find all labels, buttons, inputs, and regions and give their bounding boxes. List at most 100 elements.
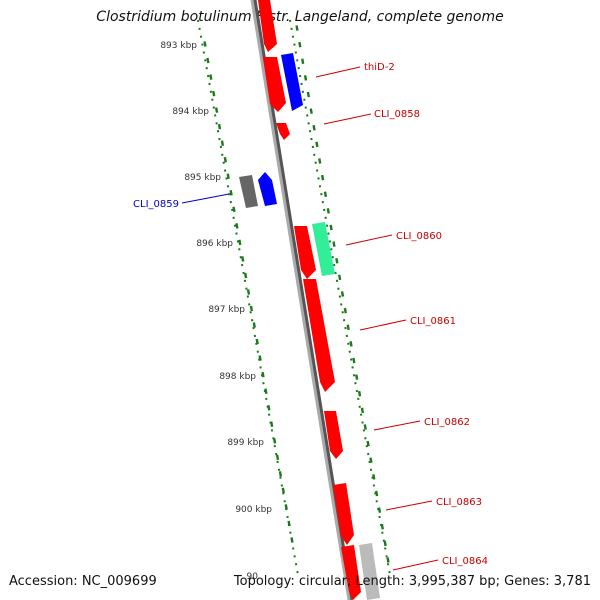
tick-mark — [203, 41, 207, 47]
gene-label-cli0864[interactable]: CLI_0864 — [442, 556, 488, 567]
gene-arrow-pseudo[interactable] — [239, 175, 258, 208]
tick-mark — [355, 374, 359, 380]
scale-track-right — [289, 19, 391, 576]
tick-mark — [226, 173, 230, 180]
tick-mark — [255, 338, 259, 345]
tick-mark — [338, 274, 342, 281]
tick-mark — [275, 454, 280, 461]
tick-mark — [343, 307, 347, 314]
tick-mark — [386, 557, 390, 563]
tick-mark — [377, 507, 382, 513]
gene-arrow-cli0862[interactable] — [324, 411, 343, 459]
tick-mark — [335, 257, 339, 264]
scale-label: 898 kbp — [219, 372, 256, 382]
tick-mark — [258, 355, 262, 361]
gene-arrow-cli0858[interactable] — [276, 123, 290, 140]
gene-label-thid2[interactable]: thiD-2 — [364, 62, 395, 73]
gene-label-cli0861[interactable]: CLI_0861 — [410, 316, 456, 327]
gene-arrow[interactable] — [258, 0, 277, 52]
gene-arrow-cli0864[interactable] — [341, 545, 361, 600]
scale-label: 893 kbp — [160, 41, 197, 51]
gene-arrow-cli0863[interactable] — [333, 483, 354, 545]
tick-mark — [366, 440, 370, 447]
tick-mark — [380, 523, 384, 530]
gene-arrow-rna[interactable] — [312, 222, 335, 276]
tick-mark — [309, 108, 313, 114]
tick-mark — [298, 41, 302, 48]
tick-mark — [315, 141, 319, 148]
genome-backbone — [250, 0, 351, 600]
tick-mark — [261, 371, 265, 378]
tick-mark — [372, 474, 376, 480]
gene-label-cli0859[interactable]: CLI_0859 — [133, 199, 179, 210]
tick-mark — [246, 289, 251, 295]
tick-mark — [326, 208, 330, 214]
gene-label-cli0862[interactable]: CLI_0862 — [424, 417, 470, 428]
tick-mark — [323, 191, 328, 198]
tick-mark — [214, 107, 219, 113]
tick-mark — [369, 457, 373, 464]
tick-mark — [232, 206, 236, 213]
scale-labels: 893 kbp 894 kbp 895 kbp 896 kbp 897 kbp … — [160, 41, 272, 582]
tick-mark — [243, 272, 248, 279]
tick-mark — [252, 322, 256, 328]
tick-mark — [340, 291, 345, 297]
tick-mark — [212, 90, 216, 97]
tick-mark — [357, 390, 362, 397]
scale-label: 895 kbp — [184, 173, 221, 183]
scale-track-left — [197, 19, 299, 576]
gene-arrow-cli0859[interactable] — [258, 172, 277, 206]
right-tick-marks — [295, 25, 390, 563]
tick-mark — [264, 388, 268, 394]
gene-arrow-other[interactable] — [359, 543, 380, 600]
tick-mark — [281, 487, 285, 494]
tick-mark — [352, 357, 356, 364]
gene-arrow-cli0860[interactable] — [294, 226, 316, 279]
tick-mark — [349, 341, 353, 347]
tick-mark — [220, 140, 225, 146]
tick-mark — [375, 490, 379, 497]
tick-mark — [223, 156, 227, 163]
tick-mark — [272, 438, 277, 444]
tick-mark — [363, 424, 367, 430]
tick-mark — [209, 74, 213, 80]
tick-mark — [301, 58, 305, 65]
left-tick-marks — [203, 41, 294, 543]
genome-summary: Topology: circular; Length: 3,995,387 bp… — [233, 574, 591, 589]
tick-mark — [278, 471, 283, 477]
scale-label: 896 kbp — [196, 239, 233, 249]
tick-mark — [320, 174, 325, 181]
gene-arrow-thid2[interactable] — [263, 57, 286, 112]
gene-arrow-blue[interactable] — [281, 53, 303, 111]
gene-arrow-cli0861[interactable] — [303, 279, 335, 392]
scale-label: 894 kbp — [172, 107, 209, 117]
tick-mark — [267, 404, 271, 411]
accession-label: Accession: NC_009699 — [9, 574, 157, 589]
gene-labels: thiD-2 CLI_0858 CLI_0859 CLI_0860 CLI_08… — [133, 62, 488, 567]
tick-mark — [318, 158, 322, 164]
tick-mark — [312, 124, 316, 131]
gene-label-cli0860[interactable]: CLI_0860 — [396, 231, 442, 242]
tick-mark — [249, 305, 254, 312]
tick-mark — [360, 407, 365, 414]
tick-mark — [206, 57, 210, 64]
label-connectors — [181, 66, 439, 571]
tick-mark — [287, 520, 291, 527]
tick-mark — [295, 25, 299, 31]
tick-mark — [303, 75, 308, 81]
scale-label: 90 — [247, 572, 259, 582]
tick-mark — [229, 190, 233, 196]
scale-label: 899 kbp — [227, 438, 264, 448]
tick-mark — [241, 256, 245, 262]
tick-mark — [238, 239, 242, 246]
gene-features — [239, 0, 380, 600]
tick-mark — [284, 504, 288, 510]
gene-label-cli0858[interactable]: CLI_0858 — [374, 109, 420, 120]
tick-mark — [235, 223, 239, 229]
tick-mark — [290, 537, 294, 543]
gene-label-cli0863[interactable]: CLI_0863 — [436, 497, 482, 508]
scale-label: 900 kbp — [235, 505, 272, 515]
tick-mark — [306, 91, 310, 98]
tick-mark — [383, 540, 387, 547]
tick-mark — [332, 241, 336, 247]
